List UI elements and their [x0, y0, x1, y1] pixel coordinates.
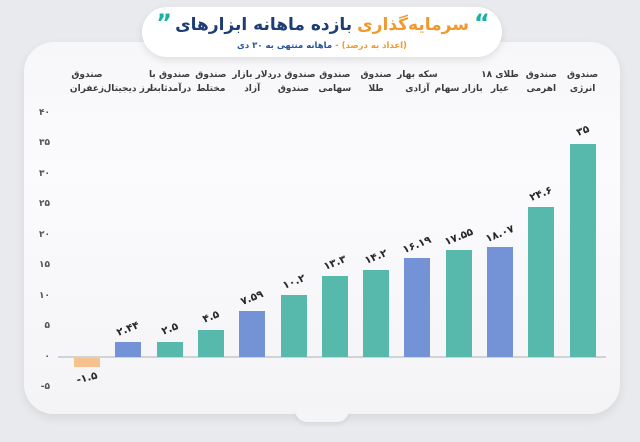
bar-value-label: ۴.۵	[200, 307, 221, 326]
y-axis-tick-label: ۲۰	[39, 229, 50, 240]
bar	[197, 329, 224, 357]
y-axis-tick-label: ۳۵	[39, 138, 50, 148]
title-accent: سرمایه‌گذاری	[357, 15, 469, 35]
title-banner: ” بازده ماهانه ابزارهای سرمایه‌گذاری “ م…	[142, 7, 502, 57]
bar-value-label: ۱۷.۵۵	[442, 225, 475, 249]
bar-value-label: ۱۴.۲	[363, 247, 390, 268]
bar	[528, 206, 555, 357]
bar-value-label: ۱۳.۳	[321, 252, 348, 273]
category-label: صندوق مختلط	[195, 70, 227, 94]
y-axis-tick-label: ۳۰	[39, 168, 50, 179]
bar	[404, 258, 431, 357]
y-axis-tick-label: -۵	[40, 382, 50, 392]
bar	[74, 358, 100, 368]
title-main: بازده ماهانه ابزارهای	[175, 15, 353, 35]
bar-value-label: ۱۸.۰۷	[484, 222, 516, 245]
bar	[280, 294, 307, 357]
y-axis-tick-label: ۱۰	[39, 290, 50, 301]
bar-value-label: ۳۵	[574, 122, 591, 139]
bar	[239, 310, 266, 357]
category-label: صندوق زعفران	[69, 70, 105, 94]
category-label: صندوق با درآمدثابت	[147, 70, 192, 94]
bar-value-label: ۲.۵	[159, 320, 180, 338]
bar	[363, 270, 390, 357]
bar	[487, 246, 513, 357]
category-label: صندوق در صندوق	[271, 70, 316, 94]
subtitle-dash: -	[335, 40, 339, 51]
category-label: بازار سهام	[434, 83, 483, 94]
bar-value-label: ۱۶.۱۹	[401, 234, 434, 257]
category-label: صندوق سهامی	[318, 70, 352, 94]
category-label: صندوق اهرمی	[525, 70, 557, 94]
bar	[115, 342, 142, 357]
category-label: صندوق انرژی	[566, 70, 599, 94]
bar	[569, 143, 596, 357]
category-label: طلای ۱۸ عیار	[481, 70, 519, 94]
quote-close-icon: “	[473, 8, 490, 37]
subtitle-date: ماهانه منتهی به ۳۰ دی	[237, 40, 333, 51]
bar-value-label: ۲.۴۴	[115, 319, 142, 340]
y-axis-tick-label: ۵	[44, 321, 51, 331]
category-label: دلار بازار آزاد	[232, 70, 273, 94]
bar-value-label: ۷.۵۹	[239, 287, 266, 308]
y-axis-tick-label: ۲۵	[39, 199, 50, 209]
category-label: صندوق طلا	[360, 70, 392, 94]
page-subtitle: ماهانه منتهی به ۳۰ دی - (اعداد به درصد)	[237, 41, 407, 51]
y-axis-tick-label: ۴۰	[39, 107, 50, 118]
subtitle-note: (اعداد به درصد)	[341, 40, 407, 51]
bar	[321, 275, 348, 357]
bar-value-label: ۲۴.۶	[528, 184, 555, 204]
bar	[156, 341, 183, 357]
zero-axis-line	[58, 356, 606, 358]
card-bottom-tab	[295, 408, 349, 422]
quote-open-icon: ”	[156, 8, 172, 37]
y-axis-tick-label: ۰	[44, 351, 51, 362]
page-title: ” بازده ماهانه ابزارهای سرمایه‌گذاری “	[156, 8, 490, 38]
bar	[445, 249, 472, 357]
bar-value-label: ۱۰.۲	[280, 271, 307, 292]
bar-value-label: -۱.۵	[75, 369, 99, 387]
y-axis-tick-label: ۱۵	[39, 260, 50, 270]
category-label: ارز دیجیتال	[103, 83, 154, 94]
category-label: سکه بهار آزادی	[397, 70, 438, 94]
